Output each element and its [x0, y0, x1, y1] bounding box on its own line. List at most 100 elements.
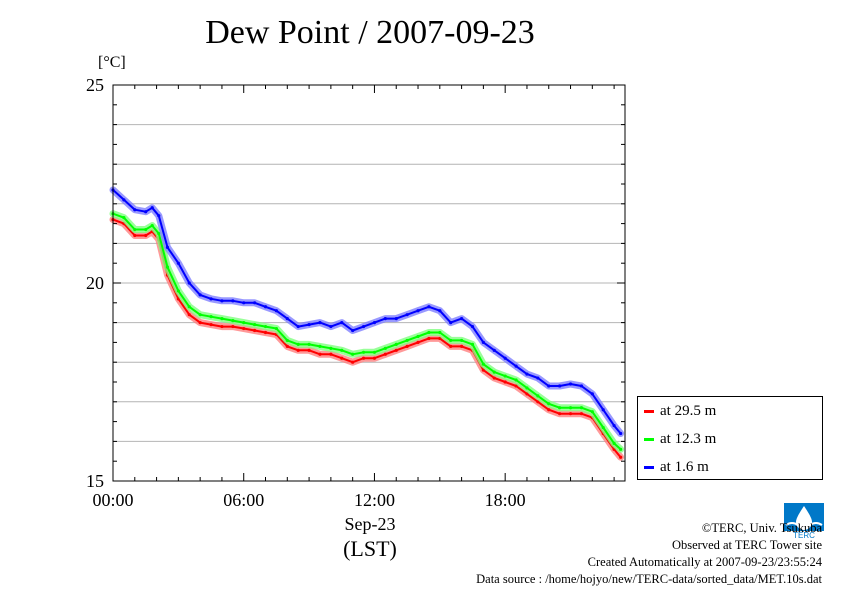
data-point	[296, 324, 300, 329]
data-point	[536, 394, 540, 398]
data-point	[536, 376, 540, 380]
data-point	[416, 334, 420, 339]
legend-item-29-5m: at 29.5 m	[644, 400, 716, 422]
data-point	[525, 392, 529, 396]
data-point	[209, 315, 213, 319]
x-tick-label: 06:00	[223, 490, 264, 510]
data-point	[481, 368, 485, 372]
data-point	[231, 324, 235, 329]
data-point	[340, 348, 344, 352]
legend-swatch	[644, 465, 654, 469]
data-point	[383, 346, 387, 350]
data-point	[253, 322, 257, 327]
x-axis-label: Sep-23	[344, 514, 396, 534]
data-point	[514, 378, 518, 382]
data-point	[361, 324, 366, 329]
data-point	[198, 293, 202, 297]
legend-label: at 29.5 m	[660, 402, 717, 419]
data-point	[405, 313, 409, 317]
data-point	[157, 214, 161, 218]
data-point	[340, 321, 344, 325]
data-point	[470, 342, 475, 346]
data-point	[187, 313, 191, 317]
data-point	[307, 322, 311, 327]
footer-observed: Observed at TERC Tower site	[671, 538, 822, 552]
data-point	[514, 384, 518, 388]
terc-logo-icon: TERC	[784, 503, 824, 539]
data-point	[220, 324, 224, 329]
x-tick-label: 00:00	[92, 490, 133, 510]
legend-swatch	[644, 437, 654, 441]
data-point	[568, 382, 573, 386]
data-point	[438, 309, 442, 313]
data-point	[405, 344, 409, 348]
data-point	[427, 336, 431, 341]
data-point	[263, 330, 268, 335]
legend-label: at 12.3 m	[660, 430, 717, 447]
data-point	[209, 297, 213, 301]
data-point	[198, 321, 202, 325]
data-point	[318, 321, 322, 325]
chart-title: Dew Point / 2007-09-23	[205, 14, 535, 51]
data-point	[481, 340, 485, 344]
data-point	[351, 360, 355, 364]
data-point	[285, 344, 289, 348]
data-point	[361, 356, 366, 360]
data-point	[612, 423, 616, 428]
data-point	[198, 313, 202, 317]
data-point	[449, 344, 453, 348]
data-point	[274, 309, 279, 313]
data-point	[503, 356, 507, 360]
data-point	[150, 223, 154, 228]
data-point	[231, 319, 235, 323]
legend-item-12-3m: at 12.3 m	[644, 428, 716, 450]
data-point	[176, 261, 180, 265]
data-point	[285, 317, 289, 321]
data-point	[133, 208, 137, 212]
data-point	[157, 231, 161, 236]
data-point	[383, 317, 387, 321]
data-point	[416, 309, 420, 313]
data-point	[590, 410, 594, 414]
data-point	[296, 342, 300, 346]
x-tick-label: 18:00	[485, 490, 526, 510]
data-point	[122, 216, 126, 220]
data-point	[459, 338, 464, 343]
data-point	[372, 321, 377, 325]
data-point	[459, 344, 464, 348]
data-point	[503, 374, 507, 378]
data-point	[220, 299, 224, 303]
data-point	[351, 328, 355, 333]
legend-swatch	[644, 409, 654, 413]
data-point	[165, 265, 170, 269]
data-point	[318, 352, 322, 356]
data-point	[351, 352, 355, 356]
data-point	[470, 324, 475, 329]
data-point	[558, 412, 562, 416]
data-point	[133, 233, 137, 238]
data-point	[619, 431, 623, 436]
data-point	[242, 326, 246, 331]
data-point	[601, 425, 605, 430]
data-point	[612, 441, 616, 445]
data-point	[383, 352, 387, 356]
data-point	[405, 338, 409, 343]
legend: at 29.5 m at 12.3 m at 1.6 m	[637, 396, 823, 480]
data-point	[307, 342, 311, 346]
legend-item-1-6m: at 1.6 m	[644, 456, 709, 478]
data-point	[165, 245, 170, 249]
data-point	[150, 206, 154, 210]
data-point	[481, 362, 485, 366]
data-point	[449, 321, 453, 325]
data-point	[619, 455, 623, 459]
data-point	[438, 336, 442, 341]
data-point	[547, 408, 551, 412]
data-point	[590, 392, 594, 396]
series-band-1	[109, 210, 625, 453]
data-point	[579, 412, 584, 416]
data-point	[340, 356, 344, 360]
data-point	[427, 305, 431, 309]
data-point	[274, 326, 279, 331]
data-point	[492, 376, 496, 380]
x-axis-timezone-label: (LST)	[343, 536, 397, 561]
